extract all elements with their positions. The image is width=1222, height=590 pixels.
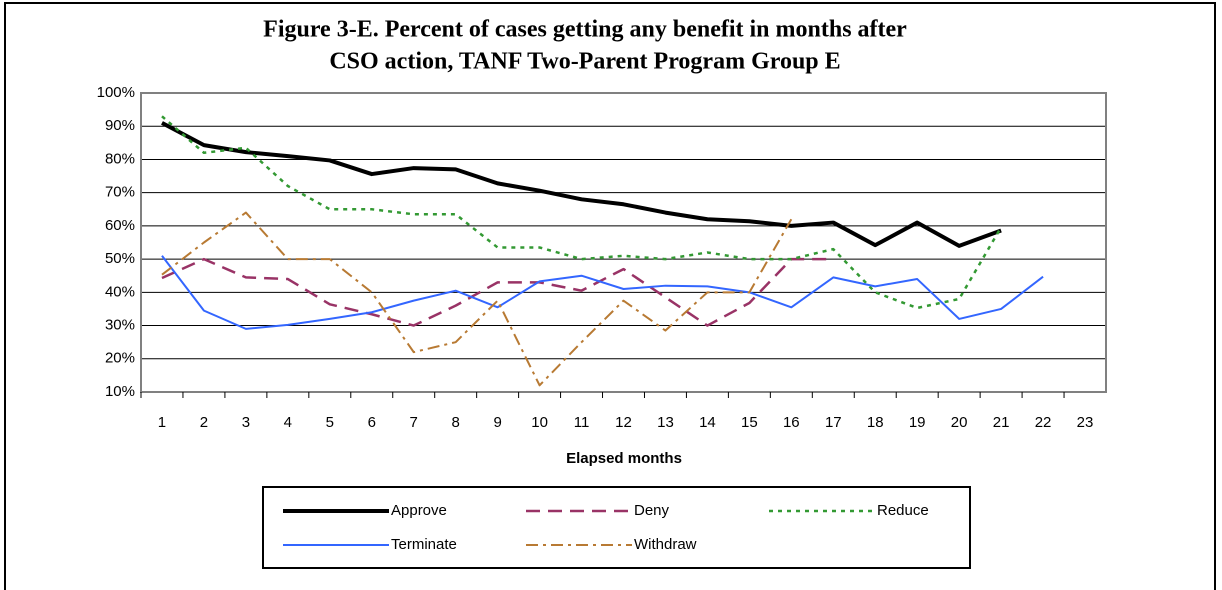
legend-label: Terminate [391,536,457,553]
x-tick-label: 10 [531,414,548,431]
x-tick-label: 2 [200,414,208,431]
x-tick-label: 1 [158,414,166,431]
y-tick-label: 80% [105,150,135,167]
x-tick-label: 21 [993,414,1010,431]
x-tick-label: 11 [574,414,590,431]
y-tick-label: 70% [105,184,135,201]
legend-label: Deny [634,502,670,519]
x-tick-label: 4 [284,414,292,431]
chart-frame [4,2,1216,590]
x-tick-label: 3 [242,414,250,431]
x-tick-label: 7 [410,414,418,431]
x-tick-label: 20 [951,414,968,431]
legend-label: Reduce [877,502,929,519]
y-tick-label: 50% [105,250,135,267]
x-tick-label: 8 [452,414,460,431]
legend [262,486,971,569]
x-tick-label: 14 [699,414,716,431]
chart-title: Figure 3-E. Percent of cases getting any… [263,17,907,43]
plot-border [140,92,1107,393]
x-tick-label: 17 [825,414,842,431]
series-line [161,255,1044,330]
x-tick-label: 5 [326,414,334,431]
series-line [161,211,793,387]
x-tick-label: 18 [867,414,884,431]
series-line [161,121,1002,248]
y-tick-label: 100% [97,84,135,101]
y-tick-label: 90% [105,117,135,134]
y-tick-label: 30% [105,317,135,334]
legend-label: Withdraw [634,536,697,553]
x-axis-label: Elapsed months [566,450,682,467]
x-tick-label: 9 [493,414,501,431]
legend-label: Approve [391,502,447,519]
x-tick-label: 23 [1077,414,1094,431]
y-tick-label: 10% [105,383,135,400]
x-tick-label: 16 [783,414,800,431]
series-line [161,257,834,327]
y-tick-label: 20% [105,350,135,367]
x-tick-label: 22 [1035,414,1052,431]
y-tick-label: 60% [105,217,135,234]
x-tick-label: 12 [615,414,632,431]
y-tick-label: 40% [105,283,135,300]
x-tick-label: 19 [909,414,926,431]
x-tick-label: 6 [368,414,376,431]
x-tick-label: 13 [657,414,674,431]
x-tick-label: 15 [741,414,758,431]
chart-title: CSO action, TANF Two-Parent Program Grou… [329,49,840,75]
